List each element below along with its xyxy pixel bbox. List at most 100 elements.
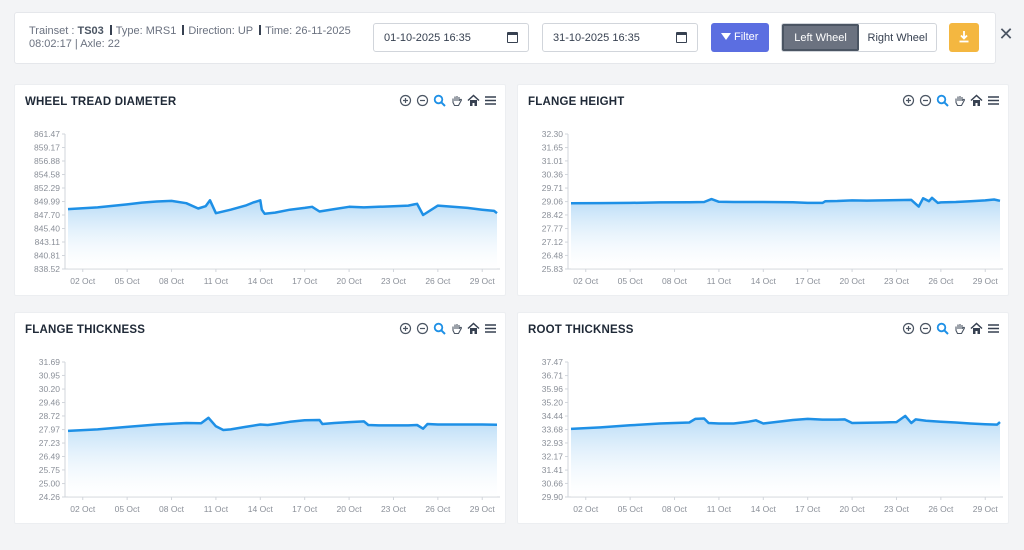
zoom-out-icon[interactable] (416, 322, 429, 335)
chart-title: FLANGE HEIGHT (528, 96, 625, 108)
y-tick-label: 26.49 (39, 451, 61, 461)
filter-button[interactable]: Filter (711, 23, 769, 52)
x-tick-label: 11 Oct (707, 504, 732, 514)
series-area (571, 197, 1000, 269)
y-tick-label: 30.36 (542, 169, 564, 179)
left-wheel-button[interactable]: Left Wheel (782, 24, 859, 51)
chart-toolbar (399, 322, 497, 335)
series-area (68, 200, 497, 269)
x-tick-label: 20 Oct (840, 276, 866, 286)
zoom-out-icon[interactable] (919, 322, 932, 335)
x-tick-label: 23 Oct (884, 276, 910, 286)
y-tick-label: 25.83 (542, 264, 564, 274)
filter-label: Filter (734, 31, 759, 43)
x-tick-label: 17 Oct (795, 276, 821, 286)
close-icon[interactable]: ✕ (998, 24, 1014, 44)
zoom-icon[interactable] (936, 94, 949, 107)
zoom-in-icon[interactable] (399, 94, 412, 107)
y-tick-label: 30.66 (542, 478, 564, 488)
x-tick-label: 11 Oct (204, 276, 229, 286)
chart-flange-height: 32.30 31.65 31.01 30.36 29.71 29.06 28.42 27.77… (542, 129, 1003, 286)
zoom-out-icon[interactable] (416, 94, 429, 107)
trainset-label: Trainset : (29, 25, 78, 37)
chart-panel-flange-thickness: FLANGE THICKNESS 31.69 30.95 30.20 29.46 28.… (14, 312, 506, 524)
to-date-input[interactable]: 31-10-2025 16:35 (542, 23, 698, 52)
calendar-icon[interactable] (676, 32, 687, 43)
pan-icon[interactable] (450, 322, 463, 335)
zoom-icon[interactable] (433, 322, 446, 335)
y-tick-label: 29.46 (39, 398, 61, 408)
x-tick-label: 20 Oct (840, 504, 866, 514)
pan-icon[interactable] (953, 322, 966, 335)
y-tick-label: 843.11 (35, 237, 61, 247)
y-tick-label: 26.48 (542, 250, 564, 260)
y-tick-label: 30.95 (39, 370, 61, 380)
y-tick-label: 36.71 (542, 371, 564, 381)
chart-toolbar (902, 94, 1000, 107)
wheel-toggle: Left Wheel Right Wheel (781, 23, 937, 52)
y-tick-label: 856.88 (34, 156, 60, 166)
home-icon[interactable] (970, 322, 983, 335)
y-tick-label: 31.01 (542, 156, 564, 166)
x-tick-label: 17 Oct (795, 504, 821, 514)
menu-icon[interactable] (484, 94, 497, 107)
x-tick-label: 02 Oct (70, 504, 96, 514)
y-tick-label: 859.17 (34, 143, 60, 153)
zoom-in-icon[interactable] (902, 94, 915, 107)
zoom-out-icon[interactable] (919, 94, 932, 107)
y-tick-label: 35.96 (542, 384, 564, 394)
zoom-icon[interactable] (936, 322, 949, 335)
menu-icon[interactable] (484, 322, 497, 335)
filter-header: Trainset : TS03 Type: MRS1 Direction: UP Ti… (14, 12, 996, 64)
separator (182, 25, 185, 35)
separator (259, 25, 262, 35)
y-tick-label: 29.71 (542, 183, 564, 193)
x-tick-label: 08 Oct (159, 276, 185, 286)
home-icon[interactable] (970, 94, 983, 107)
zoom-icon[interactable] (433, 94, 446, 107)
y-tick-label: 25.75 (39, 465, 61, 475)
series-area (571, 415, 1000, 497)
chart-title: ROOT THICKNESS (528, 324, 634, 336)
y-tick-label: 847.70 (34, 210, 60, 220)
x-tick-label: 17 Oct (292, 504, 318, 514)
x-tick-label: 26 Oct (928, 504, 954, 514)
time-value: 26-11-2025 08:02:17 (29, 25, 351, 50)
zoom-in-icon[interactable] (902, 322, 915, 335)
download-button[interactable] (949, 23, 979, 52)
x-tick-label: 20 Oct (337, 276, 363, 286)
home-icon[interactable] (467, 94, 480, 107)
menu-icon[interactable] (987, 94, 1000, 107)
calendar-icon[interactable] (507, 32, 518, 43)
menu-icon[interactable] (987, 322, 1000, 335)
from-date-value: 01-10-2025 16:35 (384, 32, 471, 44)
trainset-info: Trainset : TS03 Type: MRS1 Direction: UP Ti… (29, 25, 369, 51)
x-tick-label: 02 Oct (573, 504, 599, 514)
direction-value: UP (237, 25, 254, 37)
chart-title: WHEEL TREAD DIAMETER (25, 96, 177, 108)
y-tick-label: 27.23 (39, 438, 61, 448)
y-tick-label: 849.99 (34, 197, 60, 207)
pan-icon[interactable] (953, 94, 966, 107)
series-line[interactable] (570, 196, 1001, 208)
x-tick-label: 29 Oct (470, 504, 496, 514)
series-line[interactable] (570, 414, 1001, 431)
x-tick-label: 05 Oct (115, 276, 141, 286)
x-tick-label: 29 Oct (973, 276, 999, 286)
y-tick-label: 29.06 (542, 197, 564, 207)
from-date-input[interactable]: 01-10-2025 16:35 (373, 23, 529, 52)
pan-icon[interactable] (450, 94, 463, 107)
x-tick-label: 11 Oct (204, 504, 229, 514)
right-wheel-button[interactable]: Right Wheel (867, 32, 928, 44)
y-tick-label: 840.81 (34, 251, 60, 261)
x-tick-label: 08 Oct (159, 504, 185, 514)
type-value: MRS1 (145, 25, 177, 37)
chart-flange-thickness: 31.69 30.95 30.20 29.46 28.72 27.97 27.23 26.49… (39, 357, 500, 514)
chart-panel-flange-height: FLANGE HEIGHT 32.30 31.65 31.01 30.36 29.71 2… (517, 84, 1009, 296)
series-line[interactable] (67, 199, 498, 217)
series-line[interactable] (67, 416, 498, 433)
zoom-in-icon[interactable] (399, 322, 412, 335)
type-label: Type: (115, 25, 146, 37)
home-icon[interactable] (467, 322, 480, 335)
